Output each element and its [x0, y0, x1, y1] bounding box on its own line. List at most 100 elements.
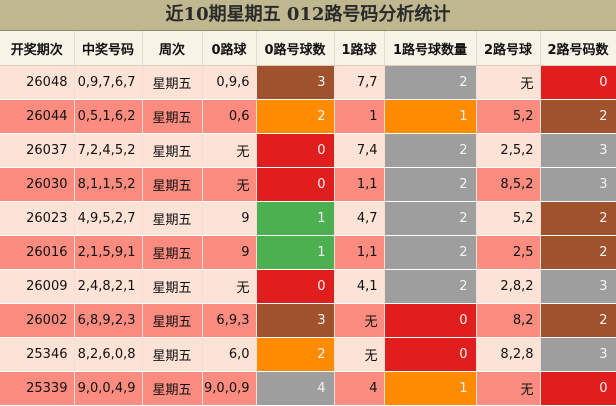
cell-r1-count: 2	[384, 65, 477, 100]
cell-r0-count: 2	[256, 99, 335, 134]
cell-issue: 26002	[0, 303, 75, 338]
cell-r2-count: 3	[540, 337, 616, 372]
cell-r2-count: 2	[540, 201, 616, 236]
cell-r1-count: 2	[384, 167, 477, 202]
header-r2-balls: 2路号球	[476, 31, 541, 66]
header-numbers: 中奖号码	[74, 31, 143, 66]
cell-r1-balls: 4,7	[334, 201, 385, 236]
cell-r1-balls: 无	[334, 303, 385, 338]
cell-r2-count: 3	[540, 133, 616, 168]
cell-r1-count: 1	[384, 99, 477, 134]
cell-weekday: 星期五	[142, 269, 203, 304]
cell-weekday: 星期五	[142, 303, 203, 338]
cell-r1-count: 0	[384, 303, 477, 338]
cell-r0-count: 3	[256, 65, 335, 100]
cell-issue: 26037	[0, 133, 75, 168]
cell-r2-count: 3	[540, 167, 616, 202]
cell-weekday: 星期五	[142, 99, 203, 134]
table-row: 26002 6,8,9,2,3 星期五 6,9,3 3 无 0 8,2 2	[0, 303, 616, 338]
cell-weekday: 星期五	[142, 235, 203, 270]
cell-r0-count: 0	[256, 167, 335, 202]
cell-r2-balls: 2,8,2	[476, 269, 541, 304]
table-body: 26048 0,9,7,6,7 星期五 0,9,6 3 7,7 2 无 0 26044 0,5,1,…	[0, 65, 616, 406]
cell-r2-count: 2	[540, 235, 616, 270]
table-row: 26048 0,9,7,6,7 星期五 0,9,6 3 7,7 2 无 0	[0, 65, 616, 100]
cell-r2-balls: 8,2,8	[476, 337, 541, 372]
cell-r0-balls: 9	[202, 235, 257, 270]
cell-r0-count: 0	[256, 133, 335, 168]
table-row: 26009 2,4,8,2,1 星期五无 0 4,1 2 2,8,2 3	[0, 269, 616, 304]
cell-weekday: 星期五	[142, 167, 203, 202]
cell-r0-count: 1	[256, 201, 335, 236]
cell-issue: 26023	[0, 201, 75, 236]
table-row: 26016 2,1,5,9,1 星期五 9 1 1,1 2 2,5 2	[0, 235, 616, 270]
cell-r1-count: 2	[384, 133, 477, 168]
table-row: 26030 8,1,1,5,2 星期五无 0 1,1 2 8,5,2 3	[0, 167, 616, 202]
cell-r0-balls: 9,0,0,9	[202, 371, 257, 406]
cell-r0-balls: 6,0	[202, 337, 257, 372]
cell-r2-count: 2	[540, 99, 616, 134]
cell-r0-balls: 0,9,6	[202, 65, 257, 100]
cell-r2-balls: 无	[476, 65, 541, 100]
cell-r0-balls: 无	[202, 269, 257, 304]
cell-r1-count: 1	[384, 371, 477, 406]
cell-r2-count: 3	[540, 269, 616, 304]
cell-r0-count: 4	[256, 371, 335, 406]
cell-numbers: 4,9,5,2,7	[74, 201, 143, 236]
cell-r1-balls: 7,7	[334, 65, 385, 100]
table-row: 25346 8,2,6,0,8 星期五 6,0 2 无 0 8,2,8 3	[0, 337, 616, 372]
cell-r0-balls: 0,6	[202, 99, 257, 134]
table-header-row: 开奖期次 中奖号码 周次 0路球 0路号球数 1路球 1路号球数量 2路号球 2…	[0, 31, 616, 66]
cell-r2-balls: 8,5,2	[476, 167, 541, 202]
cell-r1-balls: 1,1	[334, 167, 385, 202]
cell-r1-balls: 1,1	[334, 235, 385, 270]
cell-numbers: 8,2,6,0,8	[74, 337, 143, 372]
header-r1-balls: 1路球	[334, 31, 385, 66]
cell-weekday: 星期五	[142, 371, 203, 406]
cell-r2-balls: 5,2	[476, 99, 541, 134]
header-r0-balls: 0路球	[202, 31, 257, 66]
cell-numbers: 2,1,5,9,1	[74, 235, 143, 270]
cell-r0-count: 1	[256, 235, 335, 270]
cell-r2-balls: 无	[476, 371, 541, 406]
cell-r1-count: 0	[384, 337, 477, 372]
cell-weekday: 星期五	[142, 337, 203, 372]
cell-r2-balls: 8,2	[476, 303, 541, 338]
header-issue: 开奖期次	[0, 31, 75, 66]
cell-weekday: 星期五	[142, 133, 203, 168]
cell-r1-balls: 7,4	[334, 133, 385, 168]
header-r0-count: 0路号球数	[256, 31, 335, 66]
cell-r0-balls: 无	[202, 133, 257, 168]
cell-r0-balls: 6,9,3	[202, 303, 257, 338]
cell-r1-count: 2	[384, 201, 477, 236]
cell-r2-count: 0	[540, 371, 616, 406]
header-weekday: 周次	[142, 31, 203, 66]
header-r2-count: 2路号码数	[540, 31, 616, 66]
cell-issue: 26044	[0, 99, 75, 134]
cell-issue: 26009	[0, 269, 75, 304]
cell-r0-count: 0	[256, 269, 335, 304]
cell-numbers: 9,0,0,4,9	[74, 371, 143, 406]
cell-numbers: 2,4,8,2,1	[74, 269, 143, 304]
cell-r0-balls: 无	[202, 167, 257, 202]
cell-numbers: 0,5,1,6,2	[74, 99, 143, 134]
cell-r2-balls: 5,2	[476, 201, 541, 236]
table-row: 25339 9,0,0,4,9 星期五 9,0,0,9 4 4 1 无 0	[0, 371, 616, 406]
cell-r1-count: 2	[384, 269, 477, 304]
cell-r2-count: 0	[540, 65, 616, 100]
cell-r0-count: 3	[256, 303, 335, 338]
table-row: 26044 0,5,1,6,2 星期五 0,6 2 1 1 5,2 2	[0, 99, 616, 134]
cell-issue: 26016	[0, 235, 75, 270]
cell-r2-balls: 2,5	[476, 235, 541, 270]
table-row: 26023 4,9,5,2,7 星期五 9 1 4,7 2 5,2 2	[0, 201, 616, 236]
cell-r1-balls: 4	[334, 371, 385, 406]
cell-r2-balls: 2,5,2	[476, 133, 541, 168]
cell-r1-count: 2	[384, 235, 477, 270]
cell-numbers: 7,2,4,5,2	[74, 133, 143, 168]
page-title: 近10期星期五 012路号码分析统计	[0, 0, 616, 31]
cell-r0-balls: 9	[202, 201, 257, 236]
cell-r1-balls: 4,1	[334, 269, 385, 304]
cell-r2-count: 2	[540, 303, 616, 338]
stats-table: 开奖期次 中奖号码 周次 0路球 0路号球数 1路球 1路号球数量 2路号球 2…	[0, 31, 616, 406]
